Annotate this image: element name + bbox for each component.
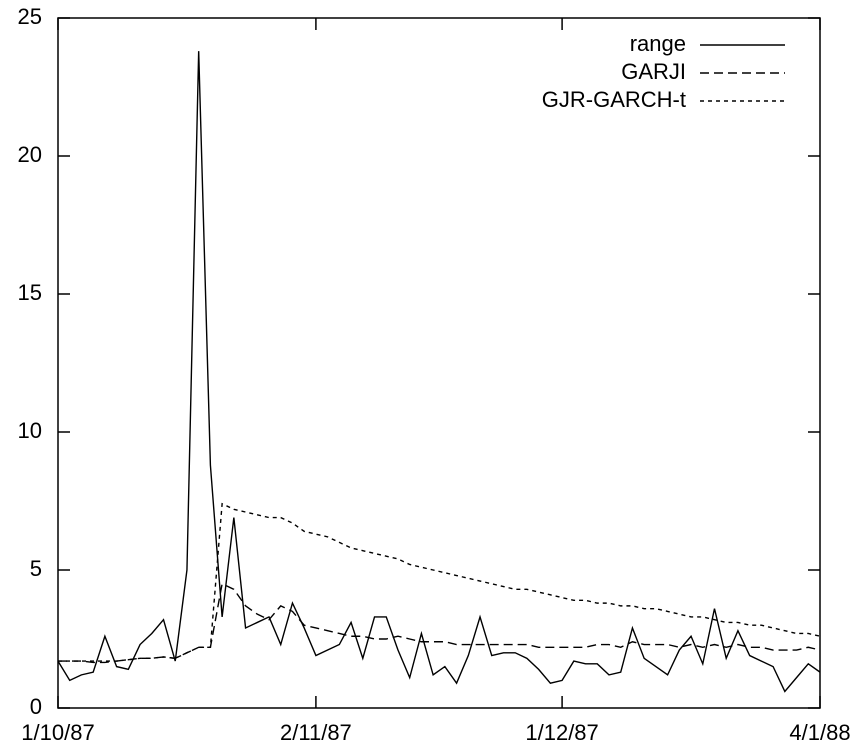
x-tick-label: 4/1/88 bbox=[789, 720, 850, 745]
x-tick-label: 1/10/87 bbox=[21, 720, 94, 745]
y-tick-label: 5 bbox=[30, 556, 42, 581]
y-tick-label: 10 bbox=[18, 418, 42, 443]
x-tick-label: 1/12/87 bbox=[525, 720, 598, 745]
y-tick-label: 25 bbox=[18, 4, 42, 29]
x-tick-label: 2/11/87 bbox=[280, 720, 352, 745]
series-line bbox=[58, 502, 821, 662]
legend-label: GARJI bbox=[621, 59, 686, 84]
legend-label: range bbox=[630, 31, 686, 56]
y-tick-label: 20 bbox=[18, 142, 42, 167]
series-line bbox=[57, 51, 821, 693]
y-tick-label: 15 bbox=[18, 280, 42, 305]
y-tick-label: 0 bbox=[30, 694, 42, 719]
plot-frame bbox=[57, 17, 821, 709]
legend-label: GJR-GARCH-t bbox=[542, 87, 686, 112]
